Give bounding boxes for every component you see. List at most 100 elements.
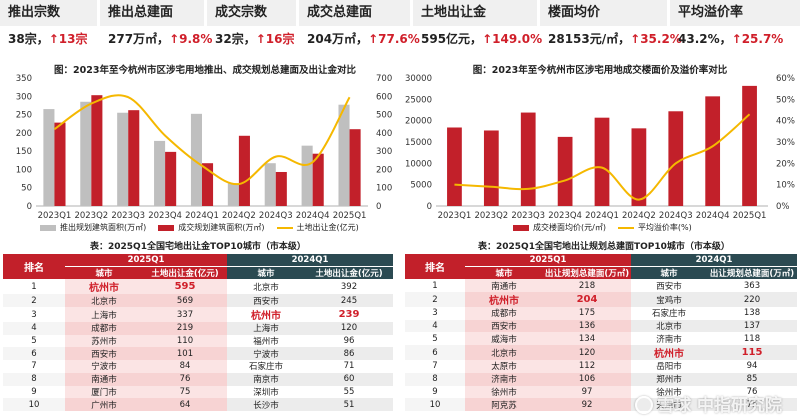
city-cell: 成都市	[65, 322, 143, 335]
city-cell: 苏州市	[65, 334, 143, 348]
rank-cell: 1	[3, 279, 65, 295]
rank-cell: 3	[3, 307, 65, 323]
city-cell: 上海市	[227, 322, 305, 335]
city-cell: 深圳市	[227, 385, 305, 399]
kpi-floor-price: 楼面均价 28153元/㎡，↑35.2%	[540, 0, 682, 53]
rank-cell: 1	[405, 279, 465, 293]
x-tick-label: 2024Q4	[696, 211, 730, 220]
city-cell: 杭州市	[631, 345, 707, 361]
x-tick-label: 2023Q4	[148, 211, 182, 220]
kpi-value: 277万㎡，	[108, 32, 170, 46]
value-cell: 71	[305, 360, 393, 373]
city-cell: 杭州市	[65, 279, 143, 295]
value-cell: 134	[543, 332, 631, 346]
chart1-title: 图：2023年至今杭州市区涉宅用地推出、成交规划总建面及出让金对比	[54, 65, 356, 76]
legend-label: 成交规划建筑面积(万㎡)	[178, 223, 265, 232]
y-left-tick-label: 100	[16, 165, 32, 175]
bar-launched	[264, 163, 276, 206]
value-cell: 92	[543, 398, 631, 411]
kpi-label: 成交宗数	[207, 0, 296, 26]
table-row: 9 徐州市 97 徐州市 76	[405, 385, 797, 399]
city-cell: 西安市	[227, 294, 305, 308]
value-cell: 75	[143, 385, 227, 399]
city-cell: 郑州市	[631, 372, 707, 386]
value-cell: 137	[707, 319, 797, 333]
bar-dealt	[312, 153, 324, 206]
city-cell: 威海市	[465, 332, 543, 346]
kpi-change: ↑149.0%	[482, 32, 543, 46]
kpi-launched-count: 推出宗数 38宗，↑13宗	[0, 0, 100, 53]
legend-label: 成交楼面均价(元/㎡)	[533, 223, 606, 232]
legend-item: 成交规划建筑面积(万㎡)	[158, 222, 265, 233]
table-row: 6 北京市 120 杭州市 115	[405, 345, 797, 361]
value-cell: 337	[143, 307, 227, 323]
value-cell: 120	[543, 345, 631, 361]
chart2-legend: 成交楼面均价(元/㎡) 平均溢价率(%)	[513, 222, 704, 233]
y-left-tick-label: 10000	[405, 159, 432, 169]
bar-dealt	[54, 122, 66, 206]
city-cell: 徐州市	[631, 385, 707, 399]
watermark: 雪球 中指研究院	[635, 391, 782, 416]
bar-dealt	[349, 129, 361, 206]
chart2-price-premium: 0 5000 10000 15000 20000 25000 30000 0% 10% 20% 30…	[405, 74, 795, 220]
table-row: 5 威海市 134 济南市 118	[405, 332, 797, 346]
col-header-city: 城市	[631, 266, 707, 280]
value-cell: 204	[543, 292, 631, 308]
city-cell: 杭州市	[227, 307, 305, 323]
rank-cell: 7	[3, 360, 65, 373]
city-cell: 宁波市	[65, 360, 143, 373]
kpi-change: ↑25.7%	[731, 32, 784, 46]
city-cell: 岳阳市	[631, 360, 707, 373]
value-cell: 219	[143, 322, 227, 335]
bar-launched	[338, 104, 350, 206]
col-header-city: 城市	[465, 266, 543, 280]
kpi-label: 推出宗数	[0, 0, 97, 26]
rank-header: 排名	[405, 254, 465, 280]
kpi-label: 平均溢价率	[670, 0, 800, 26]
x-tick-label: 2023Q4	[548, 211, 582, 220]
value-cell: 392	[305, 279, 393, 295]
value-cell: 97	[543, 385, 631, 399]
rank-cell: 9	[405, 385, 465, 399]
series-line	[53, 94, 351, 186]
city-cell: 阿克苏	[465, 398, 543, 411]
city-cell: 宁波市	[227, 347, 305, 361]
x-tick-label: 2024Q2	[222, 211, 256, 220]
table-row: 2 杭州市 204 宝鸡市 220	[405, 292, 797, 308]
city-cell: 杭州市	[465, 292, 543, 308]
value-cell: 85	[707, 372, 797, 386]
value-cell: 76	[707, 385, 797, 399]
y-right-tick-label: 40%	[776, 117, 795, 127]
city-cell: 广州市	[65, 398, 143, 411]
bar-launched	[154, 140, 166, 206]
table-row: 3 上海市 337 杭州市 239	[3, 307, 393, 323]
y-right-tick-label: 600	[376, 92, 392, 102]
kpi-value: 595亿元，	[421, 32, 483, 46]
legend-item: 推出规划建筑面积(万㎡)	[40, 222, 146, 233]
y-left-tick-label: 30000	[405, 74, 432, 84]
value-cell: 112	[543, 360, 631, 373]
city-cell: 石家庄市	[227, 360, 305, 373]
y-right-tick-label: 30%	[776, 138, 795, 148]
city-cell: 福州市	[227, 334, 305, 348]
table-row: 3 成都市 175 石家庄市 138	[405, 307, 797, 320]
table-row: 8 济南市 106 郑州市 85	[405, 372, 797, 386]
city-cell: 济南市	[631, 332, 707, 346]
rank-cell: 3	[405, 307, 465, 320]
rank-cell: 6	[405, 345, 465, 361]
kpi-label: 土地出让金	[413, 0, 537, 26]
rank-cell: 2	[3, 294, 65, 308]
bar-dealt	[128, 110, 140, 206]
y-left-tick-label: 5000	[410, 181, 432, 191]
city-cell: 济南市	[465, 372, 543, 386]
bar-dealt	[520, 112, 536, 206]
value-cell: 110	[143, 334, 227, 348]
y-right-tick-label: 100	[376, 184, 392, 194]
y-right-tick-label: 50%	[776, 95, 795, 105]
bar-dealt	[238, 135, 250, 206]
snowball-logo-icon	[635, 396, 654, 414]
city-cell: 南京市	[227, 372, 305, 386]
city-cell: 北京市	[65, 294, 143, 308]
y-right-tick-label: 20%	[776, 159, 795, 169]
y-left-tick-label: 50	[21, 184, 32, 194]
